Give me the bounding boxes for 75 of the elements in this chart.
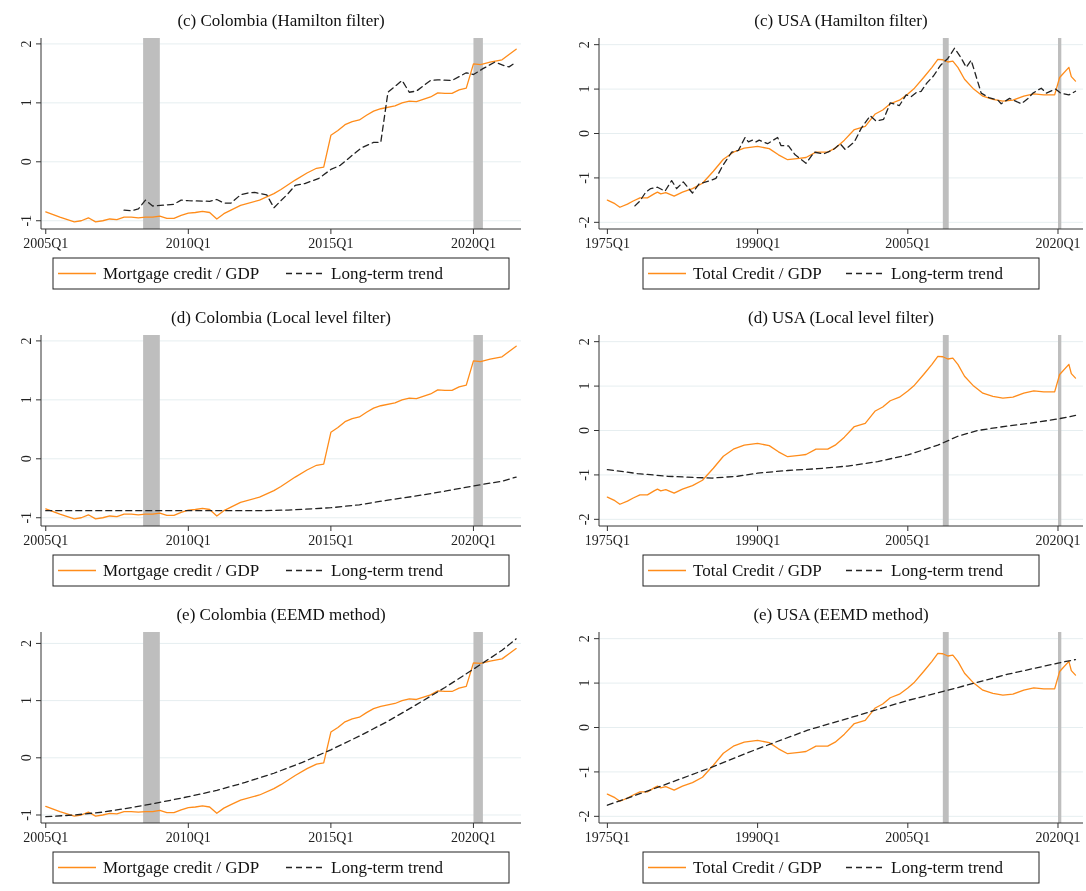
line-series	[606, 414, 1077, 479]
y-tick-label: 0	[577, 724, 592, 731]
x-tick-label: 2015Q1	[308, 236, 354, 251]
legend-label: Long-term trend	[331, 264, 444, 283]
chart-title: (c) Colombia (Hamilton filter)	[177, 11, 385, 30]
y-tick-label: 2	[19, 40, 34, 48]
y-tick-label: 1	[19, 396, 34, 404]
chart-title: (d) Colombia (Local level filter)	[171, 308, 391, 327]
x-tick-label: 2020Q1	[1035, 533, 1081, 548]
chart-title: (c) USA (Hamilton filter)	[754, 11, 928, 30]
x-tick-label: 1975Q1	[584, 533, 630, 548]
x-tick-label: 1990Q1	[735, 236, 781, 251]
x-tick-label: 1990Q1	[735, 830, 781, 845]
x-tick-label: 2010Q1	[165, 830, 211, 845]
legend-label: Mortgage credit / GDP	[103, 561, 260, 580]
x-tick-label: 2020Q1	[450, 533, 497, 548]
y-tick-label: 1	[577, 679, 592, 687]
y-tick-label: 0	[19, 455, 34, 463]
x-tick-label: 1975Q1	[584, 830, 630, 845]
y-tick-label: -2	[577, 810, 592, 823]
x-tick-label: 2015Q1	[308, 830, 354, 845]
y-tick-label: 0	[577, 427, 592, 434]
y-tick-label: 1	[19, 697, 34, 705]
x-tick-label: 2020Q1	[1035, 830, 1081, 845]
legend-label: Long-term trend	[891, 858, 1004, 877]
chart-title: (e) Colombia (EEMD method)	[176, 605, 386, 624]
y-tick-label: -1	[577, 469, 592, 481]
legend-label: Mortgage credit / GDP	[103, 858, 260, 877]
legend-label: Long-term trend	[891, 561, 1004, 580]
x-tick-label: 2010Q1	[165, 236, 211, 251]
line-series	[45, 476, 517, 512]
y-tick-label: 1	[577, 382, 592, 390]
line-series	[45, 48, 517, 223]
legend-label: Total Credit / GDP	[693, 264, 822, 283]
legend-label: Mortgage credit / GDP	[103, 264, 260, 283]
legend-label: Long-term trend	[891, 264, 1004, 283]
y-tick-label: 0	[19, 754, 34, 762]
y-tick-label: 1	[577, 85, 592, 93]
legend-label: Long-term trend	[331, 858, 444, 877]
chart-title: (e) USA (EEMD method)	[753, 605, 929, 624]
y-tick-label: 1	[19, 99, 34, 107]
x-tick-label: 2005Q1	[23, 830, 69, 845]
y-tick-label: 0	[19, 158, 34, 166]
y-tick-label: -2	[577, 513, 592, 526]
line-series	[606, 355, 1077, 505]
x-tick-label: 1975Q1	[584, 236, 630, 251]
x-tick-label: 2015Q1	[308, 533, 354, 548]
x-tick-label: 2020Q1	[1035, 236, 1081, 251]
y-tick-label: -2	[577, 216, 592, 229]
legend-label: Long-term trend	[331, 561, 444, 580]
y-tick-label: 2	[577, 338, 592, 346]
x-tick-label: 2005Q1	[23, 236, 69, 251]
y-tick-label: -1	[577, 766, 592, 778]
x-tick-label: 2020Q1	[450, 830, 497, 845]
x-tick-label: 1990Q1	[735, 533, 781, 548]
y-tick-label: 2	[19, 639, 34, 647]
y-tick-label: -1	[19, 214, 34, 227]
line-series	[45, 345, 517, 520]
y-tick-label: 2	[577, 635, 592, 643]
x-tick-label: 2005Q1	[885, 830, 931, 845]
y-tick-label: 0	[577, 130, 592, 137]
x-tick-label: 2005Q1	[885, 236, 931, 251]
chart-title: (d) USA (Local level filter)	[748, 308, 934, 327]
y-tick-label: -1	[19, 809, 34, 821]
x-tick-label: 2010Q1	[165, 533, 211, 548]
line-series	[123, 61, 517, 212]
legend-label: Total Credit / GDP	[693, 561, 822, 580]
x-tick-label: 2005Q1	[885, 533, 931, 548]
x-tick-label: 2005Q1	[23, 533, 69, 548]
x-tick-label: 2020Q1	[450, 236, 497, 251]
y-tick-label: -1	[19, 511, 34, 524]
y-tick-label: -1	[577, 172, 592, 184]
y-tick-label: 2	[577, 41, 592, 49]
legend-label: Total Credit / GDP	[693, 858, 822, 877]
y-tick-label: 2	[19, 337, 34, 345]
